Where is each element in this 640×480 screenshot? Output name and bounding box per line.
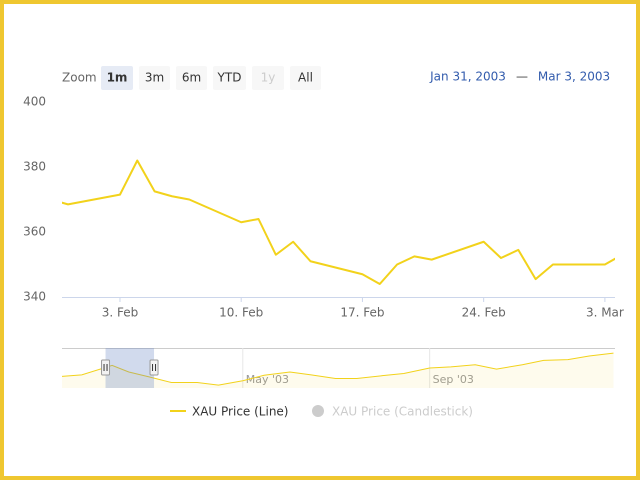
zoom-button[interactable]	[290, 66, 321, 90]
y-tick-label: 340	[23, 290, 46, 304]
zoom-button[interactable]	[139, 66, 170, 90]
range-to[interactable]: Mar 3, 2003	[538, 70, 610, 84]
zoom-button	[252, 66, 284, 90]
x-tick-label: 10. Feb	[219, 306, 263, 320]
legend-label[interactable]: XAU Price (Candlestick)	[332, 405, 473, 419]
x-tick-label: 3. Mar	[586, 306, 624, 320]
x-tick-label: 3. Feb	[102, 306, 139, 320]
y-tick-label: 380	[23, 160, 46, 174]
y-tick-label: 400	[23, 95, 46, 109]
navigator-line	[61, 352, 614, 386]
navigator-handle[interactable]	[149, 359, 159, 376]
zoom-button[interactable]	[176, 66, 207, 90]
zoom-button-label[interactable]: 6m	[182, 71, 201, 85]
zoom-button-label[interactable]: 1m	[107, 71, 128, 85]
zoom-button-label[interactable]: YTD	[217, 71, 242, 85]
range-separator: —	[516, 70, 528, 84]
navigator-selection[interactable]	[105, 348, 155, 388]
zoom-label: Zoom	[62, 71, 97, 85]
zoom-button-label: 1y	[261, 71, 276, 85]
legend-symbol[interactable]	[312, 405, 324, 417]
zoom-button-label[interactable]: All	[298, 71, 313, 85]
x-tick-label: 24. Feb	[462, 306, 506, 320]
navigator-tick-label: Sep '03	[433, 373, 474, 386]
y-tick-label: 360	[23, 225, 46, 239]
navigator-area	[62, 353, 614, 388]
range-from[interactable]: Jan 31, 2003	[429, 70, 506, 84]
navigator-handle[interactable]	[101, 359, 111, 376]
zoom-button[interactable]	[101, 66, 133, 90]
navigator-tick-label: May '03	[246, 373, 289, 386]
legend-label[interactable]: XAU Price (Line)	[192, 405, 289, 419]
x-tick-label: 17. Feb	[340, 306, 384, 320]
zoom-button[interactable]	[213, 66, 246, 90]
price-line	[62, 159, 615, 285]
zoom-button-label[interactable]: 3m	[145, 71, 164, 85]
